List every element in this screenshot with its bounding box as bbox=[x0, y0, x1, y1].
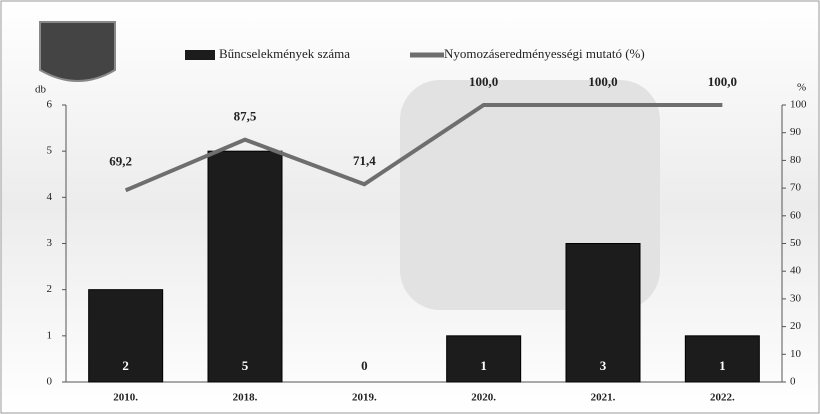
y-tick-label: 5 bbox=[47, 145, 53, 157]
x-tick-label: 2022. bbox=[710, 392, 735, 404]
bar-value-label: 5 bbox=[242, 358, 249, 373]
y-tick-label: 3 bbox=[47, 237, 53, 249]
x-tick-label: 2010. bbox=[113, 392, 138, 404]
y-axis-title: db bbox=[35, 84, 47, 96]
legend-label: Bűncselekmények száma bbox=[219, 46, 350, 61]
bar-value-label: 1 bbox=[719, 358, 726, 373]
x-tick-label: 2019. bbox=[352, 392, 377, 404]
y2-tick-label: 80 bbox=[790, 154, 802, 166]
y2-tick-label: 10 bbox=[790, 348, 802, 360]
bar-value-label: 2 bbox=[122, 358, 129, 373]
y2-tick-label: 60 bbox=[790, 209, 802, 221]
line-value-label: 100,0 bbox=[469, 74, 498, 89]
y2-tick-label: 40 bbox=[790, 265, 802, 277]
line-value-label: 87,5 bbox=[234, 109, 257, 124]
y2-tick-label: 100 bbox=[790, 99, 807, 111]
line-value-label: 71,4 bbox=[353, 153, 376, 168]
bar-value-label: 1 bbox=[480, 358, 487, 373]
page: db % 012345601020304050607080901002010.2… bbox=[0, 0, 820, 414]
bar-value-label: 0 bbox=[361, 358, 368, 373]
y-tick-label: 6 bbox=[47, 99, 53, 111]
x-tick-label: 2021. bbox=[591, 392, 616, 404]
line-value-label: 100,0 bbox=[588, 74, 617, 89]
y2-tick-label: 0 bbox=[790, 376, 796, 388]
y-tick-label: 1 bbox=[47, 329, 53, 341]
y-tick-label: 2 bbox=[47, 283, 53, 295]
line-value-label: 100,0 bbox=[708, 74, 737, 89]
y2-tick-label: 70 bbox=[790, 182, 802, 194]
logo bbox=[40, 22, 115, 81]
y2-tick-label: 50 bbox=[790, 237, 802, 249]
y2-tick-label: 30 bbox=[790, 292, 802, 304]
x-tick-label: 2020. bbox=[471, 392, 496, 404]
bar-value-label: 3 bbox=[600, 358, 607, 373]
x-tick-label: 2018. bbox=[233, 392, 258, 404]
y2-tick-label: 20 bbox=[790, 320, 802, 332]
bar bbox=[208, 151, 282, 382]
chart: db % 012345601020304050607080901002010.2… bbox=[0, 0, 820, 414]
y-tick-label: 0 bbox=[47, 376, 53, 388]
line-value-label: 69,2 bbox=[109, 153, 132, 168]
legend-swatch bbox=[185, 50, 215, 60]
legend-label: Nyomozáseredményességi mutató (%) bbox=[444, 46, 645, 61]
y2-axis-title: % bbox=[797, 82, 806, 94]
y2-tick-label: 90 bbox=[790, 126, 802, 138]
y-tick-label: 4 bbox=[47, 191, 53, 203]
